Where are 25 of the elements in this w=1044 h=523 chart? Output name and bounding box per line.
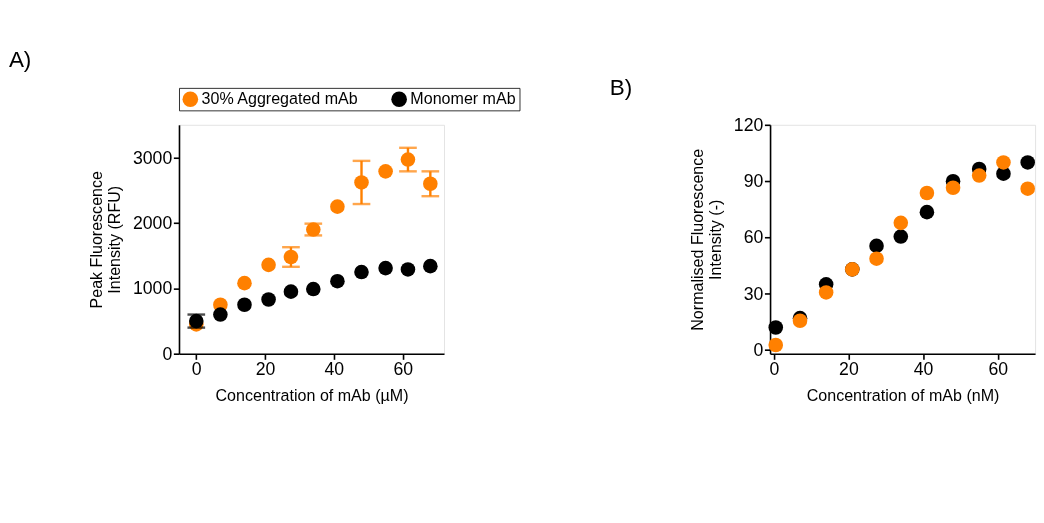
x-axis-title: Concentration of mAb (nM) [806,385,1000,404]
x-tick-label: 20 [839,359,859,380]
chart-title: B) [609,75,633,101]
y-axis-title: Normalised Fluorescence Intensity (-) [688,148,724,331]
chart-title: A) [8,46,32,72]
x-tick-label: 0 [191,359,202,380]
y-tick-label: 3000 [132,147,173,168]
y-tick-label: 30 [743,283,764,304]
x-tick-label: 60 [393,359,414,380]
legend-label: 30% Aggregated mAb [201,89,358,108]
x-tick-label: 40 [913,359,934,380]
y-tick-label: 2000 [132,213,173,234]
y-tick-label: 0 [162,343,173,364]
y-tick-label: 60 [743,227,764,248]
y-tick-label: 1000 [132,278,173,299]
y-tick-label: 0 [753,340,764,361]
x-tick-label: 0 [769,359,780,380]
x-tick-label: 20 [255,359,276,380]
y-tick-label: 90 [743,171,764,192]
y-axis-title: Peak Fluorescence Intensity (RFU) [87,171,124,309]
x-axis-title: Concentration of mAb (µM) [215,385,409,404]
legend-label: Monomer mAb [410,89,516,108]
y-tick-label: 120 [733,114,764,135]
x-tick-label: 60 [988,359,1009,380]
x-tick-label: 40 [324,359,345,380]
